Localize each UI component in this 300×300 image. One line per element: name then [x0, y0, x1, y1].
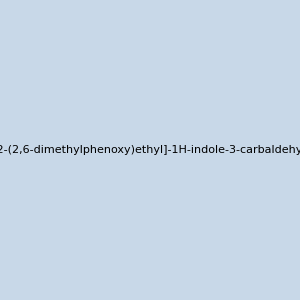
Text: 1-[2-(2,6-dimethylphenoxy)ethyl]-1H-indole-3-carbaldehyde: 1-[2-(2,6-dimethylphenoxy)ethyl]-1H-indo…	[0, 145, 300, 155]
